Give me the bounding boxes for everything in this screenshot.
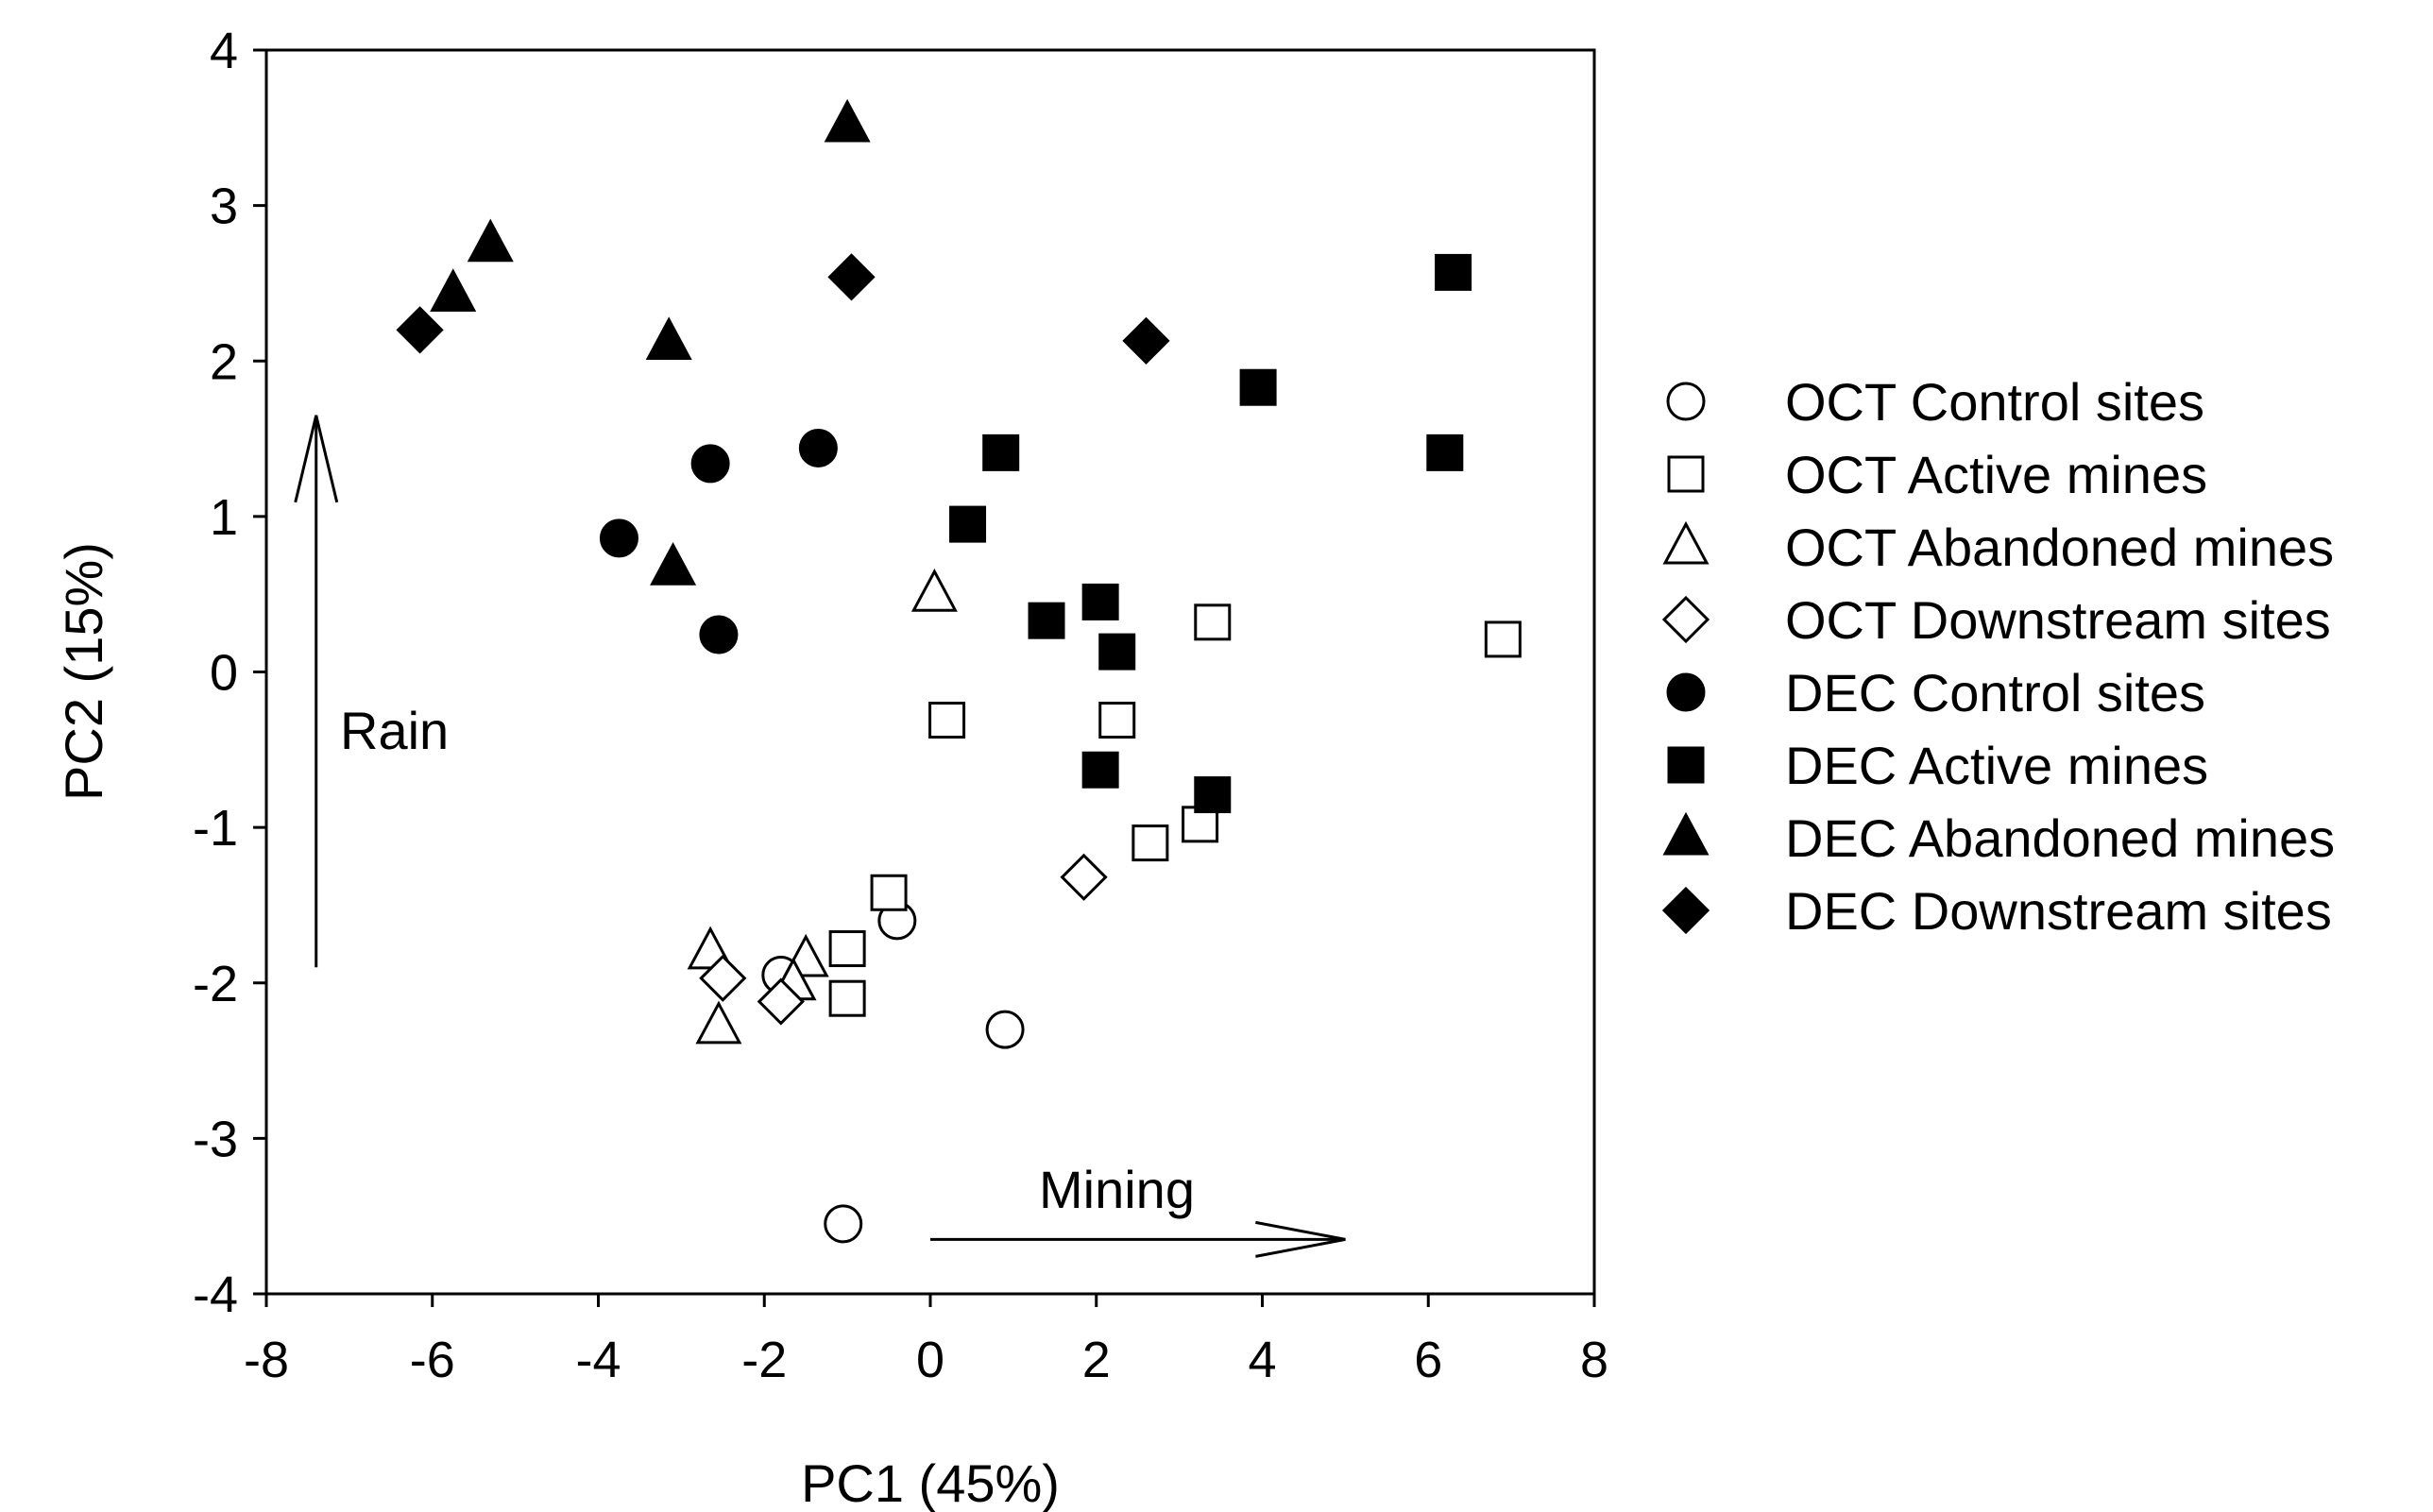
y-axis-label: PC2 (15%) <box>54 542 113 801</box>
data-point-dec-control-sites <box>690 444 730 484</box>
series-dec-control-sites <box>599 428 838 654</box>
y-tick-label: -2 <box>193 956 238 1012</box>
legend-item-dec-control-sites: DEC Control sites <box>1666 663 2205 722</box>
data-point-oct-control-sites <box>985 1010 1025 1049</box>
x-tick-label: 2 <box>1082 1332 1111 1388</box>
data-point-oct-active-mines <box>1098 702 1136 739</box>
data-point-oct-active-mines <box>1484 620 1522 658</box>
legend-item-dec-downstream-sites: DEC Downstream sites <box>1661 881 2332 941</box>
legend-item-oct-abandoned-mines: OCT Abandoned mines <box>1662 518 2334 577</box>
data-point-oct-downstream-sites <box>1060 853 1108 901</box>
legend-marker <box>1666 672 1706 712</box>
legend: OCT Control sites OCT Active mines OCT Aba… <box>1661 372 2335 941</box>
data-point-dec-active-mines <box>1239 368 1277 406</box>
x-tick-label: -2 <box>741 1332 787 1388</box>
legend-label: OCT Abandoned mines <box>1785 518 2334 577</box>
x-tick-label: 0 <box>916 1332 944 1388</box>
series-oct-abandoned-mines <box>687 569 958 1045</box>
data-point-dec-control-sites <box>599 518 638 558</box>
y-axis-ticks: -4 -3 -2 -1 0 1 2 3 4 <box>193 23 266 1323</box>
data-point-dec-control-sites <box>798 428 838 467</box>
data-point-dec-abandoned-mines <box>430 268 477 312</box>
legend-item-oct-active-mines: OCT Active mines <box>1667 445 2207 504</box>
data-point-dec-active-mines <box>1426 433 1464 471</box>
x-tick-label: 6 <box>1414 1332 1442 1388</box>
annotations: Rain Mining <box>294 415 1346 1258</box>
legend-marker <box>1667 455 1705 493</box>
data-point-oct-active-mines <box>1131 824 1169 862</box>
legend-item-oct-control-sites: OCT Control sites <box>1666 372 2204 432</box>
series-dec-active-mines <box>949 253 1472 814</box>
data-point-oct-downstream-sites <box>757 977 805 1026</box>
legend-label: DEC Active mines <box>1785 736 2208 795</box>
y-tick-label: 4 <box>210 23 238 79</box>
legend-marker <box>1661 886 1710 935</box>
data-point-dec-active-mines <box>1098 633 1136 671</box>
data-point-dec-downstream-sites <box>396 306 444 354</box>
data-point-dec-downstream-sites <box>1122 316 1170 365</box>
rain-arrow-head <box>294 415 339 503</box>
data-point-dec-active-mines <box>1194 776 1232 814</box>
data-point-dec-abandoned-mines <box>650 542 697 586</box>
mining-arrow-head <box>1255 1220 1346 1258</box>
data-point-oct-control-sites <box>824 1204 863 1244</box>
legend-label: DEC Downstream sites <box>1785 881 2332 941</box>
legend-marker <box>1662 811 1710 856</box>
legend-marker <box>1667 746 1705 784</box>
legend-item-dec-active-mines: DEC Active mines <box>1667 736 2208 795</box>
data-point-oct-downstream-sites <box>699 954 747 1002</box>
y-tick-label: 0 <box>210 645 238 702</box>
data-point-oct-active-mines <box>870 874 908 911</box>
legend-label: DEC Abandoned mines <box>1785 808 2335 868</box>
y-tick-label: 1 <box>210 489 238 546</box>
data-point-oct-active-mines <box>928 702 966 739</box>
x-axis-ticks: -8 -6 -4 -2 0 2 4 6 8 <box>244 1294 1608 1388</box>
x-tick-label: 4 <box>1248 1332 1276 1388</box>
data-points <box>396 98 1522 1244</box>
legend-item-oct-downstream-sites: OCT Downstream sites <box>1661 590 2331 650</box>
mining-label: Mining <box>1039 1160 1195 1219</box>
legend-item-dec-abandoned-mines: DEC Abandoned mines <box>1662 808 2335 868</box>
data-point-dec-abandoned-mines <box>645 316 692 360</box>
data-point-dec-abandoned-mines <box>467 218 514 263</box>
series-oct-downstream-sites <box>699 853 1108 1026</box>
series-oct-active-mines <box>828 603 1522 1017</box>
legend-label: OCT Control sites <box>1785 372 2204 432</box>
data-point-oct-abandoned-mines <box>910 569 958 612</box>
legend-label: OCT Downstream sites <box>1785 590 2331 650</box>
data-point-dec-abandoned-mines <box>824 98 871 143</box>
y-tick-label: -1 <box>193 800 238 857</box>
x-tick-label: -8 <box>244 1332 289 1388</box>
rain-label: Rain <box>340 701 449 760</box>
legend-label: DEC Control sites <box>1785 663 2205 722</box>
y-tick-label: -3 <box>193 1111 238 1167</box>
data-point-dec-active-mines <box>1435 253 1472 291</box>
data-point-dec-active-mines <box>949 505 987 543</box>
y-tick-label: 3 <box>210 178 238 235</box>
x-tick-label: 8 <box>1580 1332 1608 1388</box>
data-point-oct-abandoned-mines <box>695 1000 742 1045</box>
data-point-dec-downstream-sites <box>827 253 876 301</box>
data-point-oct-active-mines <box>1194 603 1232 641</box>
legend-marker <box>1662 520 1710 565</box>
data-point-oct-active-mines <box>828 979 866 1017</box>
data-point-oct-active-mines <box>828 930 866 968</box>
x-tick-label: -6 <box>410 1332 455 1388</box>
y-tick-label: -4 <box>193 1266 238 1323</box>
series-dec-abandoned-mines <box>430 98 871 586</box>
data-point-dec-control-sites <box>699 615 739 654</box>
x-tick-label: -4 <box>575 1332 621 1388</box>
series-dec-downstream-sites <box>396 253 1170 365</box>
legend-label: OCT Active mines <box>1785 445 2207 504</box>
data-point-dec-active-mines <box>1028 602 1065 639</box>
data-point-dec-active-mines <box>1081 583 1119 620</box>
y-tick-label: 2 <box>210 333 238 390</box>
legend-marker <box>1661 595 1710 644</box>
plot-frame <box>264 48 1596 1296</box>
data-point-dec-active-mines <box>1081 751 1119 789</box>
data-point-dec-active-mines <box>982 433 1020 471</box>
x-axis-label: PC1 (45%) <box>801 1453 1060 1512</box>
legend-marker <box>1666 382 1706 421</box>
